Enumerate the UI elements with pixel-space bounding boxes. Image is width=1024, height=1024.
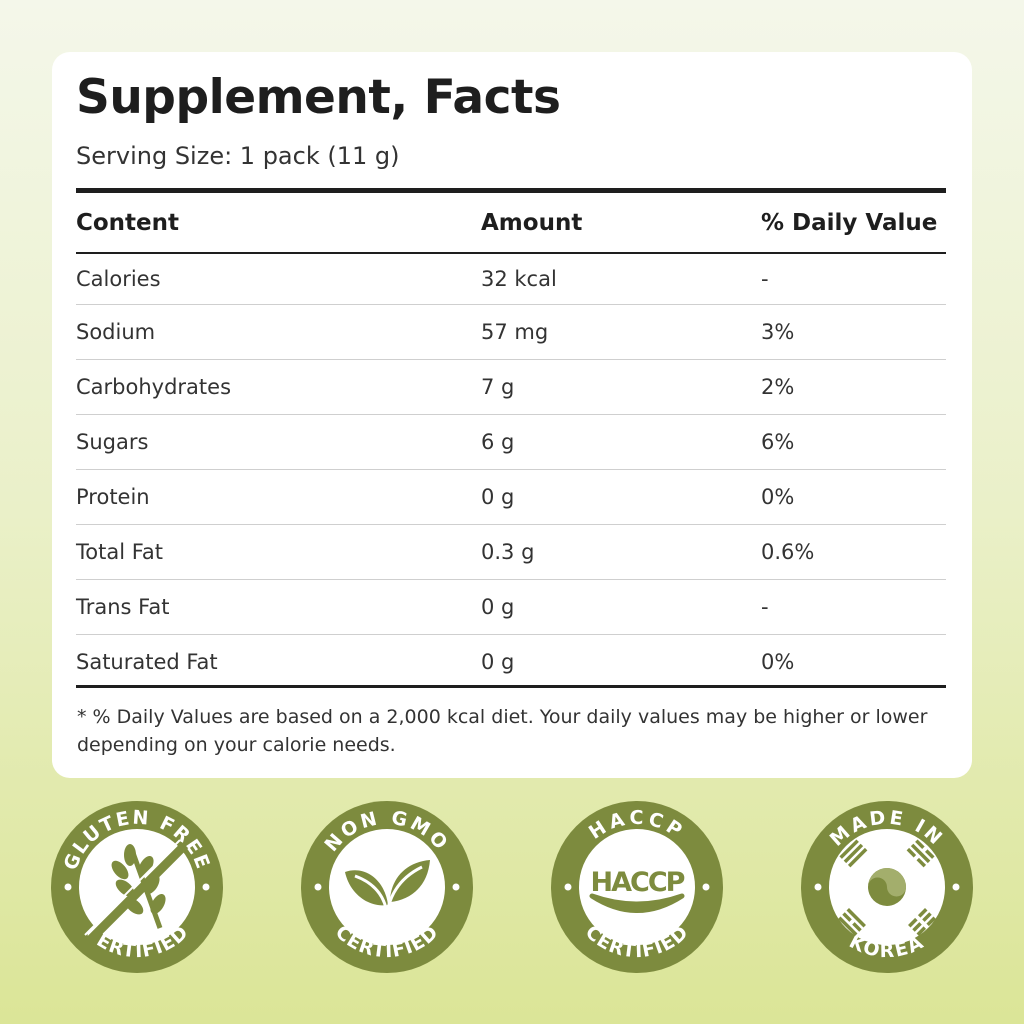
nutrient-name: Sugars bbox=[76, 430, 149, 454]
table-row: Protein 0 g 0% bbox=[76, 470, 946, 525]
daily-value: - bbox=[761, 595, 769, 619]
table-row: Calories 32 kcal - bbox=[76, 254, 946, 305]
non-gmo-badge: NON GMO CERTIFIED bbox=[301, 801, 473, 973]
nutrient-amount: 0 g bbox=[481, 595, 515, 619]
serving-size: Serving Size: 1 pack (11 g) bbox=[76, 142, 400, 170]
nutrient-amount: 32 kcal bbox=[481, 267, 557, 291]
column-header: Content bbox=[76, 210, 180, 236]
table-row: Trans Fat 0 g - bbox=[76, 580, 946, 635]
nutrient-name: Saturated Fat bbox=[76, 650, 218, 674]
nutrient-amount: 0 g bbox=[481, 650, 515, 674]
nutrient-name: Protein bbox=[76, 485, 150, 509]
leaves-icon bbox=[345, 860, 430, 909]
daily-value: 0.6% bbox=[761, 540, 815, 564]
nutrient-amount: 0.3 g bbox=[481, 540, 535, 564]
nutrient-amount: 0 g bbox=[481, 485, 515, 509]
table-row: Total Fat 0.3 g 0.6% bbox=[76, 525, 946, 580]
daily-value: 3% bbox=[761, 320, 795, 344]
page-title: Supplement, Facts bbox=[76, 70, 561, 125]
nutrient-name: Trans Fat bbox=[76, 595, 170, 619]
facts-table: Content Amount % Daily Value Calories 32 … bbox=[76, 194, 946, 689]
svg-text:HACCP: HACCP bbox=[591, 867, 685, 898]
nutrient-name: Carbohydrates bbox=[76, 375, 232, 399]
nutrient-name: Sodium bbox=[76, 320, 156, 344]
nutrient-name: Calories bbox=[76, 267, 161, 291]
certification-badges: GLUTEN FREE CERTIFIED NON GMO CERTIFIED bbox=[0, 800, 1024, 980]
table-header: Content Amount % Daily Value bbox=[76, 194, 946, 254]
table-row: Sugars 6 g 6% bbox=[76, 415, 946, 470]
daily-value: 0% bbox=[761, 485, 795, 509]
divider bbox=[76, 188, 946, 193]
column-header: Amount bbox=[481, 210, 583, 236]
haccp-logo: HACCP bbox=[589, 867, 687, 913]
gluten-free-badge: GLUTEN FREE CERTIFIED bbox=[51, 801, 223, 973]
daily-value: 2% bbox=[761, 375, 795, 399]
table-row: Carbohydrates 7 g 2% bbox=[76, 360, 946, 415]
nutrient-amount: 57 mg bbox=[481, 320, 549, 344]
table-row: Saturated Fat 0 g 0% bbox=[76, 635, 946, 689]
daily-value: 6% bbox=[761, 430, 795, 454]
table-row: Sodium 57 mg 3% bbox=[76, 305, 946, 360]
haccp-badge: HACCP CERTIFIED HACCP bbox=[551, 801, 723, 973]
supplement-facts-card bbox=[52, 52, 972, 778]
daily-value: - bbox=[761, 267, 769, 291]
footnote: * % Daily Values are based on a 2,000 kc… bbox=[77, 706, 928, 756]
nutrient-name: Total Fat bbox=[76, 540, 163, 564]
made-in-korea-badge: MADE IN KOREA bbox=[801, 801, 973, 973]
column-header: % Daily Value bbox=[761, 210, 938, 236]
nutrient-amount: 7 g bbox=[481, 375, 515, 399]
divider bbox=[76, 685, 946, 688]
nutrient-amount: 6 g bbox=[481, 430, 515, 454]
daily-value: 0% bbox=[761, 650, 795, 674]
korean-flag-icon bbox=[838, 839, 936, 936]
crossed-wheat-icon bbox=[84, 839, 189, 944]
